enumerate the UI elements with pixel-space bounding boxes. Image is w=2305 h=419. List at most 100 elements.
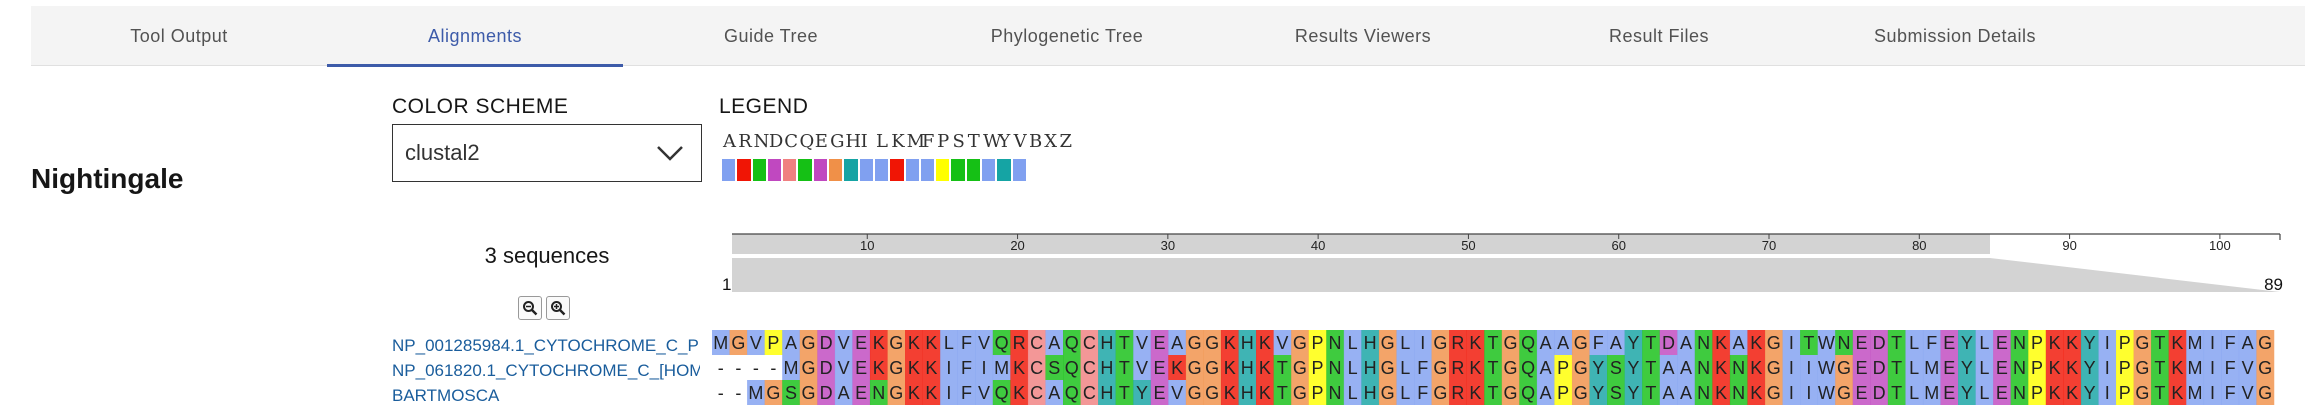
residue-cell (1115, 355, 1134, 380)
residue-letter: F (2225, 333, 2236, 353)
nav-selection-brush[interactable] (732, 258, 2280, 292)
zoom-in-button[interactable] (546, 296, 570, 320)
tab-submission-details[interactable]: Submission Details (1873, 25, 2037, 46)
residue-cell (1098, 355, 1116, 380)
residue-cell (1800, 380, 1818, 405)
residue-letter: C (1030, 358, 1043, 378)
legend-letter: A (723, 131, 736, 152)
residue-letter: G (1837, 358, 1851, 378)
color-scheme-select[interactable]: clustal2 (392, 124, 702, 182)
residue-cell (1607, 380, 1625, 405)
residue-cell (2098, 380, 2117, 405)
residue-cell (2010, 355, 2029, 380)
residue-letter: Q (1065, 383, 1079, 403)
tab-result-files[interactable]: Result Files (1608, 25, 1710, 46)
residue-letter: G (1504, 358, 1518, 378)
residue-letter: G (1433, 358, 1447, 378)
residue-cell (817, 380, 836, 405)
residue-letter: T (1891, 383, 1902, 403)
residue-cell (2238, 355, 2257, 380)
residue-letter: K (1715, 333, 1727, 353)
residue-letter: - (735, 383, 741, 403)
residue-letter: K (1259, 383, 1271, 403)
legend-letter: K (891, 131, 905, 152)
tab-alignments[interactable]: Alignments (327, 6, 623, 67)
residue-letter: G (2258, 383, 2272, 403)
residue-cell (1133, 330, 1152, 355)
residue-cell (1133, 380, 1152, 405)
residue-cell (852, 355, 871, 380)
nav-tick-label: 90 (2062, 238, 2076, 253)
residue-cell (2256, 330, 2275, 355)
residue-letter: - (735, 358, 741, 378)
residue-cell (1782, 380, 1801, 405)
residue-cell (1449, 330, 1467, 355)
legend-swatch (829, 159, 843, 181)
residue-cell (782, 380, 801, 405)
residue-cell (1589, 330, 1608, 355)
residue-cell (1747, 330, 1766, 355)
residue-cell (922, 330, 941, 355)
residue-letter: A (1680, 333, 1692, 353)
zoom-out-button[interactable] (518, 296, 542, 320)
sequence-name-link[interactable]: NP_001285984.1_CYTOCHROME_C_P (392, 336, 699, 355)
residue-cell (1519, 330, 1538, 355)
residue-cell (1519, 355, 1538, 380)
residue-letter: - (718, 358, 724, 378)
residue-cell (992, 330, 1011, 355)
nav-end-label: 89 (2264, 275, 2283, 294)
residue-cell (1765, 330, 1783, 355)
residue-letter: H (1100, 358, 1113, 378)
residue-letter: L (1909, 358, 1919, 378)
residue-letter: P (2119, 358, 2131, 378)
residue-letter: P (767, 333, 779, 353)
residue-letter: A (838, 383, 850, 403)
residue-cell (2028, 355, 2047, 380)
residue-letter: K (1259, 333, 1271, 353)
residue-letter: E (1996, 383, 2008, 403)
residue-letter: R (1451, 383, 1464, 403)
residue-cell (2116, 355, 2134, 380)
residue-letter: G (802, 383, 816, 403)
residue-letter: S (1610, 358, 1622, 378)
residue-cell (1080, 330, 1099, 355)
residue-letter: R (1451, 358, 1464, 378)
residue-cell (905, 330, 923, 355)
residue-letter: T (2154, 358, 2165, 378)
sequence-name-link[interactable]: BARTMOSCA (392, 386, 500, 405)
tab-guide-tree[interactable]: Guide Tree (723, 25, 819, 46)
tab-results-viewers[interactable]: Results Viewers (1294, 25, 1432, 46)
residue-letter: I (2105, 333, 2110, 353)
residue-cell (1975, 380, 1994, 405)
residue-letter: A (2242, 333, 2254, 353)
residue-letter: F (1593, 333, 1604, 353)
tab-tool-output[interactable]: Tool Output (130, 25, 228, 46)
residue-letter: H (1241, 383, 1254, 403)
residue-letter: M (1924, 383, 1939, 403)
residue-letter: P (1311, 333, 1323, 353)
residue-letter: E (1996, 358, 2008, 378)
nav-tick-label: 30 (1161, 238, 1175, 253)
legend-swatch (920, 159, 935, 181)
residue-letter: G (731, 333, 745, 353)
residue-cell (1115, 330, 1134, 355)
residue-letter: G (2135, 358, 2149, 378)
residue-cell (1220, 355, 1239, 380)
residue-cell (1203, 355, 1222, 380)
residue-cell (1326, 355, 1345, 380)
residue-letter: T (1119, 383, 1130, 403)
residue-cell (1975, 355, 1994, 380)
tab-phylogenetic-tree[interactable]: Phylogenetic Tree (990, 25, 1144, 46)
residue-letter: T (1645, 383, 1656, 403)
page-title: Nightingale (31, 163, 184, 194)
sequence-name-link[interactable]: NP_061820.1_CYTOCHROME_C_[HOM (392, 361, 700, 380)
sequence-navigation-track[interactable]: 10 20 30 40 50 60 70 80 90 100 1 89 (700, 225, 2285, 300)
residue-letter: I (982, 358, 987, 378)
residue-letter: N (2013, 383, 2026, 403)
residue-cell (992, 355, 1011, 380)
residue-letter: Q (995, 383, 1009, 403)
residue-letter: K (908, 383, 920, 403)
residue-letter: I (946, 358, 951, 378)
residue-letter: H (1100, 383, 1113, 403)
